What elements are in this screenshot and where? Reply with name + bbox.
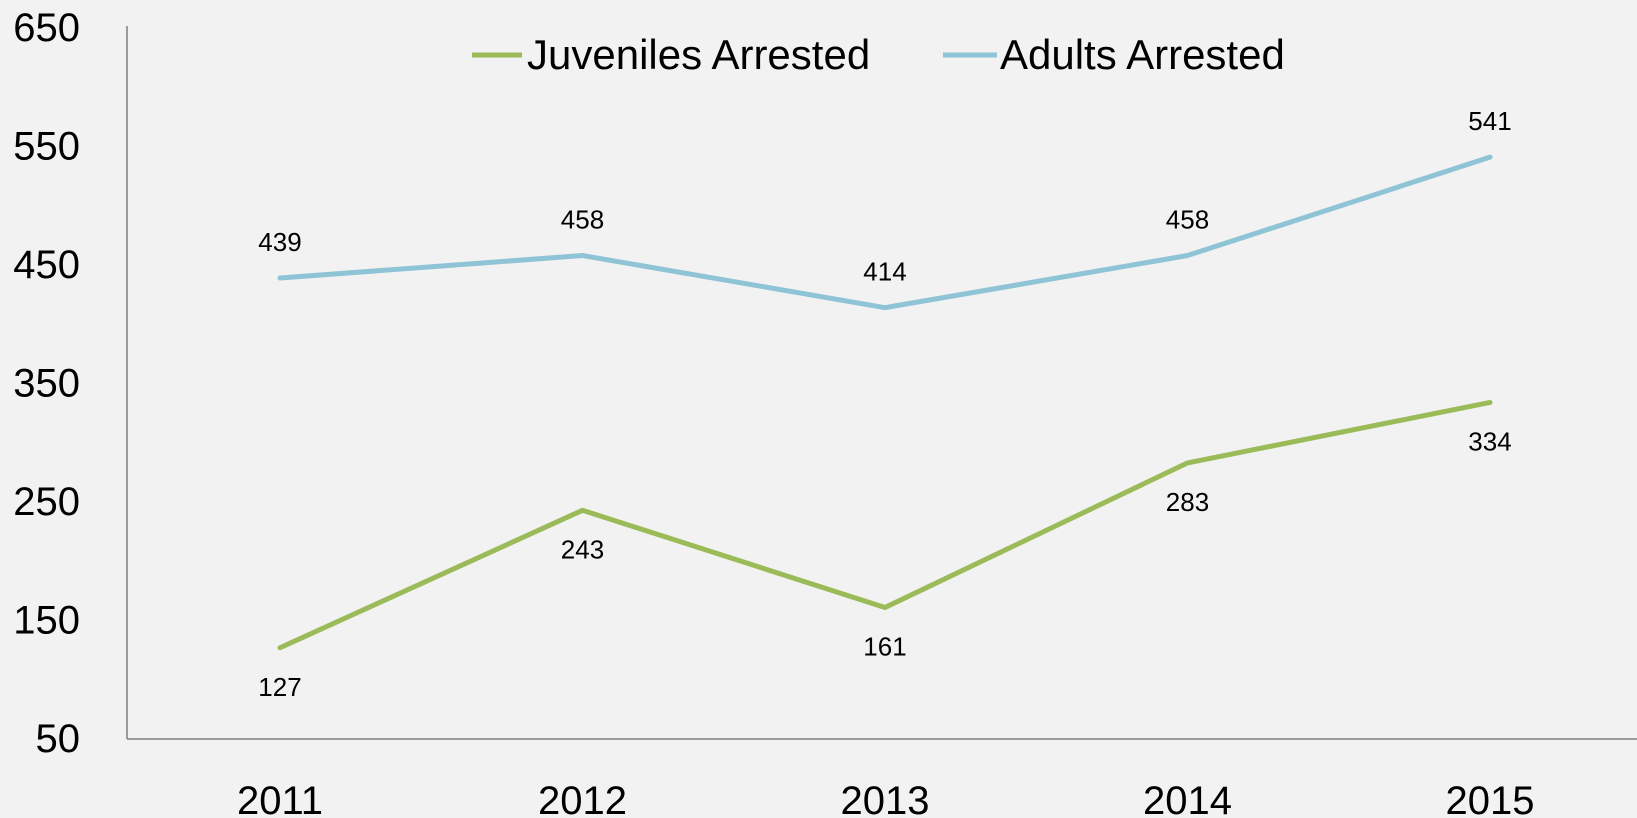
y-tick-label: 550	[13, 125, 80, 169]
x-tick-label: 2014	[1143, 779, 1232, 818]
y-tick-label: 450	[13, 243, 80, 287]
legend-item-1: Adults Arrested	[943, 31, 1285, 78]
data-labels: 127 243 161 283 334 439 458 414 458 541	[258, 106, 1511, 702]
series-line-0	[277, 399, 1493, 651]
y-axis-ticks: 50 150 250 350 450 550 650	[13, 6, 80, 761]
x-tick-label: 2011	[237, 779, 323, 818]
chart-axes	[126, 26, 1637, 740]
data-label: 439	[258, 227, 301, 257]
data-label: 243	[561, 534, 604, 564]
y-tick-label: 150	[13, 599, 80, 643]
legend-label: Juveniles Arrested	[527, 31, 870, 78]
y-tick-label: 650	[13, 6, 80, 50]
data-label: 414	[863, 257, 906, 287]
y-tick-label: 250	[13, 480, 80, 524]
data-label: 127	[258, 672, 301, 702]
x-tick-label: 2013	[841, 779, 930, 818]
data-label: 334	[1468, 426, 1511, 456]
data-label: 541	[1468, 106, 1511, 136]
data-label: 161	[863, 631, 906, 661]
data-label: 458	[561, 205, 604, 235]
series-line-1	[277, 154, 1493, 311]
chart-legend: Juveniles Arrested Adults Arrested	[472, 31, 1285, 78]
legend-label: Adults Arrested	[1000, 31, 1285, 78]
x-tick-label: 2015	[1446, 779, 1535, 818]
legend-item-0: Juveniles Arrested	[472, 31, 870, 78]
x-axis-ticks: 2011 2012 2013 2014 2015	[237, 779, 1535, 818]
x-tick-label: 2012	[538, 779, 627, 818]
y-tick-label: 50	[36, 717, 81, 761]
data-label: 283	[1166, 487, 1209, 517]
series-lines	[277, 154, 1493, 651]
y-tick-label: 350	[13, 362, 80, 406]
data-label: 458	[1166, 205, 1209, 235]
